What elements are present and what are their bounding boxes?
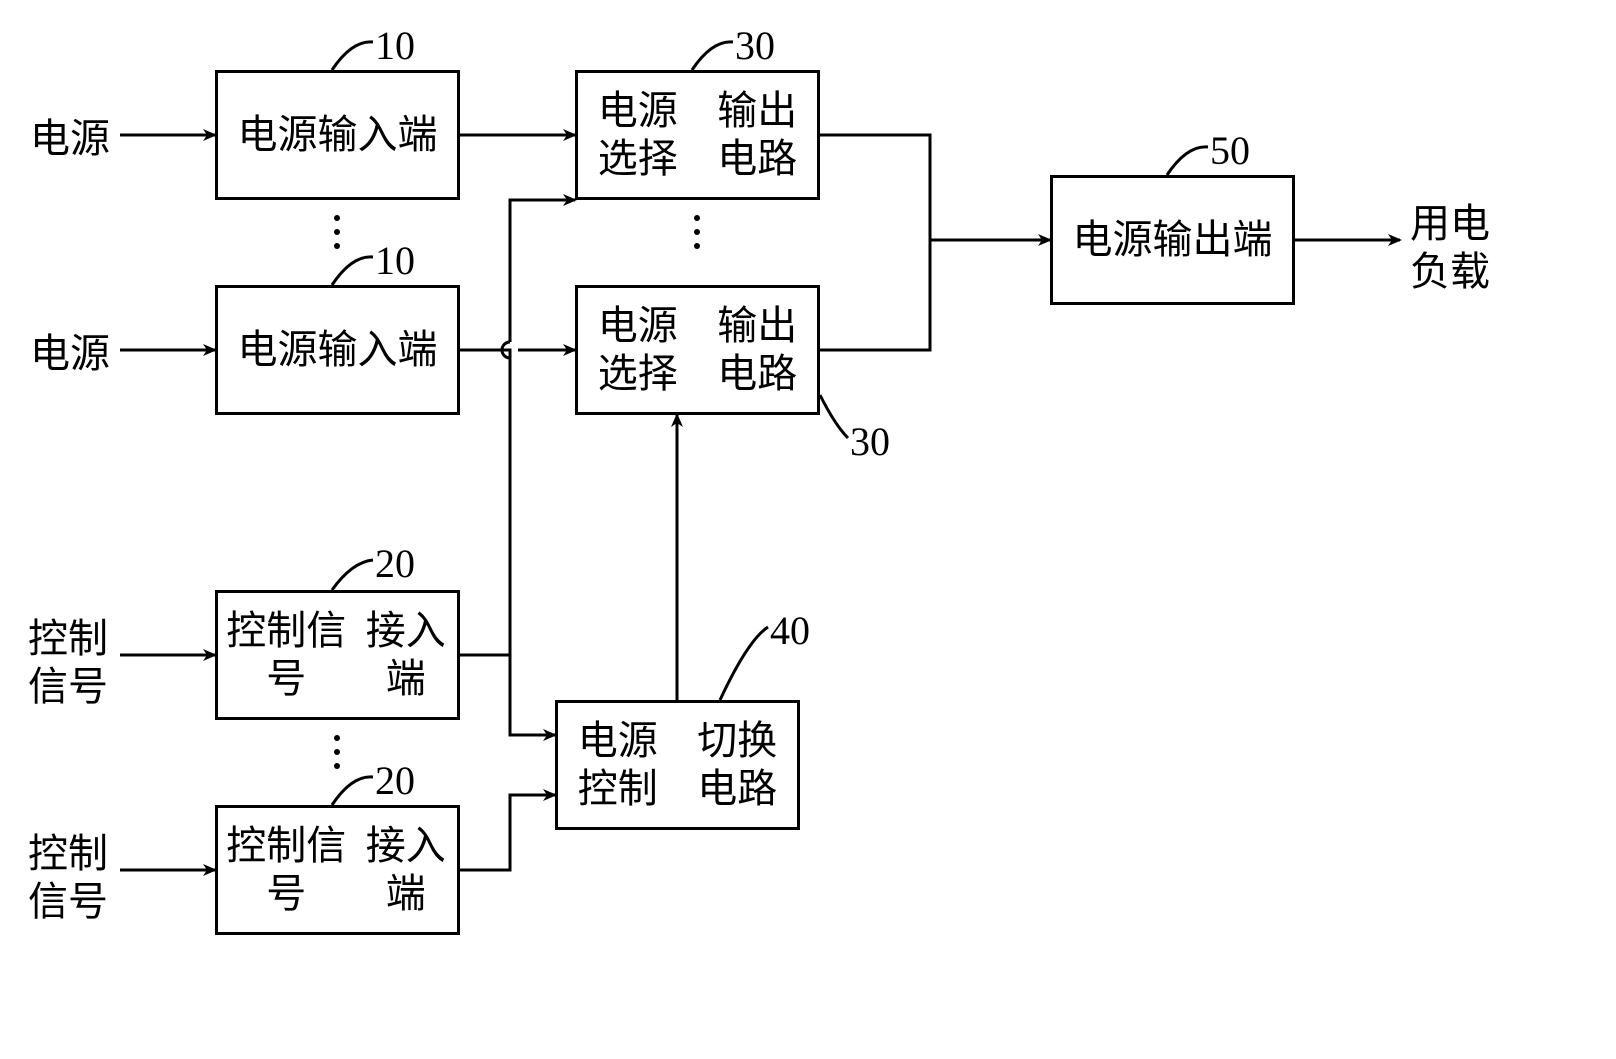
label-control-signal-1: 控制信号: [28, 615, 108, 711]
box-power-input-1: 电源输入端: [215, 70, 460, 200]
ref-20-a: 20: [375, 540, 415, 588]
box-power-output: 电源输出端: [1050, 175, 1295, 305]
ref-10-b: 10: [375, 237, 415, 285]
box-control-input-1: 控制信号接入端: [215, 590, 460, 720]
box-power-input-2: 电源输入端: [215, 285, 460, 415]
label-source-2: 电源: [30, 330, 110, 378]
ref-50: 50: [1210, 127, 1250, 175]
ref-30-b: 30: [850, 418, 890, 466]
ellipsis-icon: [694, 215, 700, 249]
ref-10-a: 10: [375, 22, 415, 70]
box-select-output-1: 电源选择输出电路: [575, 70, 820, 200]
box-select-output-2: 电源选择输出电路: [575, 285, 820, 415]
ref-40: 40: [770, 607, 810, 655]
label-source-1: 电源: [30, 115, 110, 163]
ref-30-a: 30: [735, 22, 775, 70]
box-control-input-2: 控制信号接入端: [215, 805, 460, 935]
ellipsis-icon: [334, 735, 340, 769]
ref-20-b: 20: [375, 757, 415, 805]
diagram-canvas: 电源输入端 电源输入端 电源选择输出电路 电源选择输出电路 电源输出端 控制信号…: [0, 0, 1616, 1059]
label-control-signal-2: 控制信号: [28, 830, 108, 926]
ellipsis-icon: [334, 215, 340, 249]
box-control-switch: 电源控制切换电路: [555, 700, 800, 830]
label-load: 用电负载: [1410, 200, 1490, 296]
